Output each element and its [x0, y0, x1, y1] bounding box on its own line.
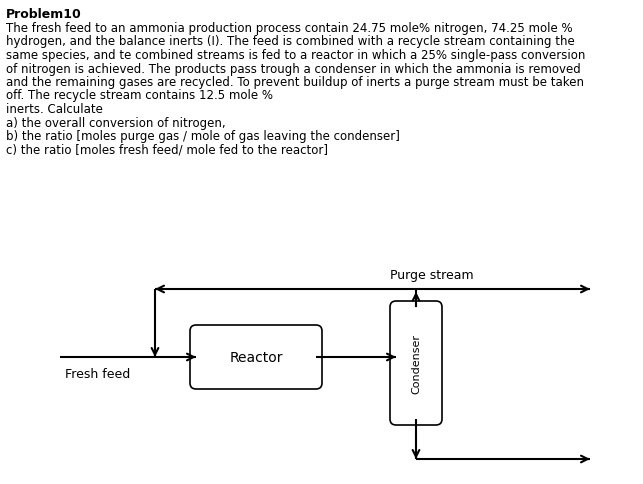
Text: off. The recycle stream contains 12.5 mole %: off. The recycle stream contains 12.5 mo…	[6, 90, 273, 102]
Text: of nitrogen is achieved. The products pass trough a condenser in which the ammon: of nitrogen is achieved. The products pa…	[6, 62, 581, 76]
Text: Purge stream: Purge stream	[390, 269, 474, 281]
FancyBboxPatch shape	[390, 302, 442, 425]
Text: b) the ratio [moles purge gas / mole of gas leaving the condenser]: b) the ratio [moles purge gas / mole of …	[6, 130, 400, 143]
Text: and the remaining gases are recycled. To prevent buildup of inerts a purge strea: and the remaining gases are recycled. To…	[6, 76, 584, 89]
Text: same species, and te combined streams is fed to a reactor in which a 25% single-: same species, and te combined streams is…	[6, 49, 585, 62]
FancyBboxPatch shape	[190, 325, 322, 389]
Text: Reactor: Reactor	[230, 350, 283, 364]
Text: c) the ratio [moles fresh feed/ mole fed to the reactor]: c) the ratio [moles fresh feed/ mole fed…	[6, 143, 328, 156]
Text: hydrogen, and the balance inerts (I). The feed is combined with a recycle stream: hydrogen, and the balance inerts (I). Th…	[6, 35, 575, 48]
Text: a) the overall conversion of nitrogen,: a) the overall conversion of nitrogen,	[6, 116, 226, 129]
Text: The fresh feed to an ammonia production process contain 24.75 mole% nitrogen, 74: The fresh feed to an ammonia production …	[6, 22, 573, 35]
Text: inerts. Calculate: inerts. Calculate	[6, 103, 103, 116]
Text: Condenser: Condenser	[411, 333, 421, 393]
Text: Problem10: Problem10	[6, 8, 82, 21]
Text: Fresh feed: Fresh feed	[65, 367, 131, 380]
